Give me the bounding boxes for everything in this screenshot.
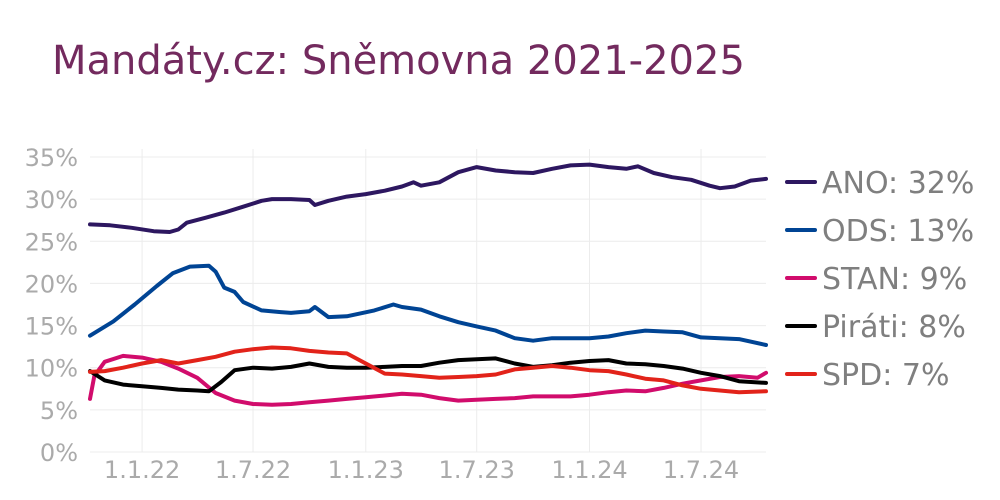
series-line-ano: [88, 162, 768, 234]
legend-item-ano: ANO: 32%: [785, 166, 974, 201]
legend-item-stan: STAN: 9%: [785, 262, 967, 297]
series-lines: [88, 162, 768, 407]
y-tick-label: 5%: [40, 397, 78, 425]
legend-label: ODS: 13%: [822, 214, 974, 249]
y-tick-label: 35%: [25, 144, 78, 172]
y-tick-label: 20%: [25, 270, 78, 298]
chart-title: Mandáty.cz: Sněmovna 2021-2025: [52, 38, 745, 84]
legend-label: Piráti: 8%: [822, 310, 966, 345]
series-line-stan: [88, 353, 768, 407]
series-line-pirati: [88, 356, 768, 394]
y-tick-label: 15%: [25, 313, 78, 341]
x-tick-label: 1.1.23: [328, 456, 404, 484]
x-tick-label: 1.1.24: [551, 456, 627, 484]
legend-item-pirati: Piráti: 8%: [785, 310, 966, 345]
y-tick-label: 10%: [25, 355, 78, 383]
legend-item-spd: SPD: 7%: [785, 358, 949, 393]
x-tick-label: 1.1.22: [104, 456, 180, 484]
x-tick-label: 1.7.22: [215, 456, 291, 484]
x-axis-tick-labels: 1.1.22 1.7.22 1.1.23 1.7.23 1.1.24 1.7.24: [104, 456, 739, 484]
legend-label: SPD: 7%: [822, 358, 949, 393]
legend-item-ods: ODS: 13%: [785, 214, 974, 249]
y-tick-label: 30%: [25, 186, 78, 214]
legend-label: STAN: 9%: [822, 262, 967, 297]
y-axis-tick-labels: 0% 5% 10% 15% 20% 25% 30% 35%: [25, 144, 78, 467]
x-tick-label: 1.7.23: [439, 456, 515, 484]
series-line-ods: [88, 263, 768, 347]
series-line-spd: [88, 345, 768, 395]
y-tick-label: 25%: [25, 228, 78, 256]
grid: [90, 149, 766, 453]
legend-label: ANO: 32%: [822, 166, 974, 201]
y-tick-label: 0%: [40, 439, 78, 467]
x-tick-label: 1.7.24: [663, 456, 739, 484]
legend: ANO: 32% ODS: 13% STAN: 9% Piráti: 8% SPD: 7…: [785, 166, 974, 393]
